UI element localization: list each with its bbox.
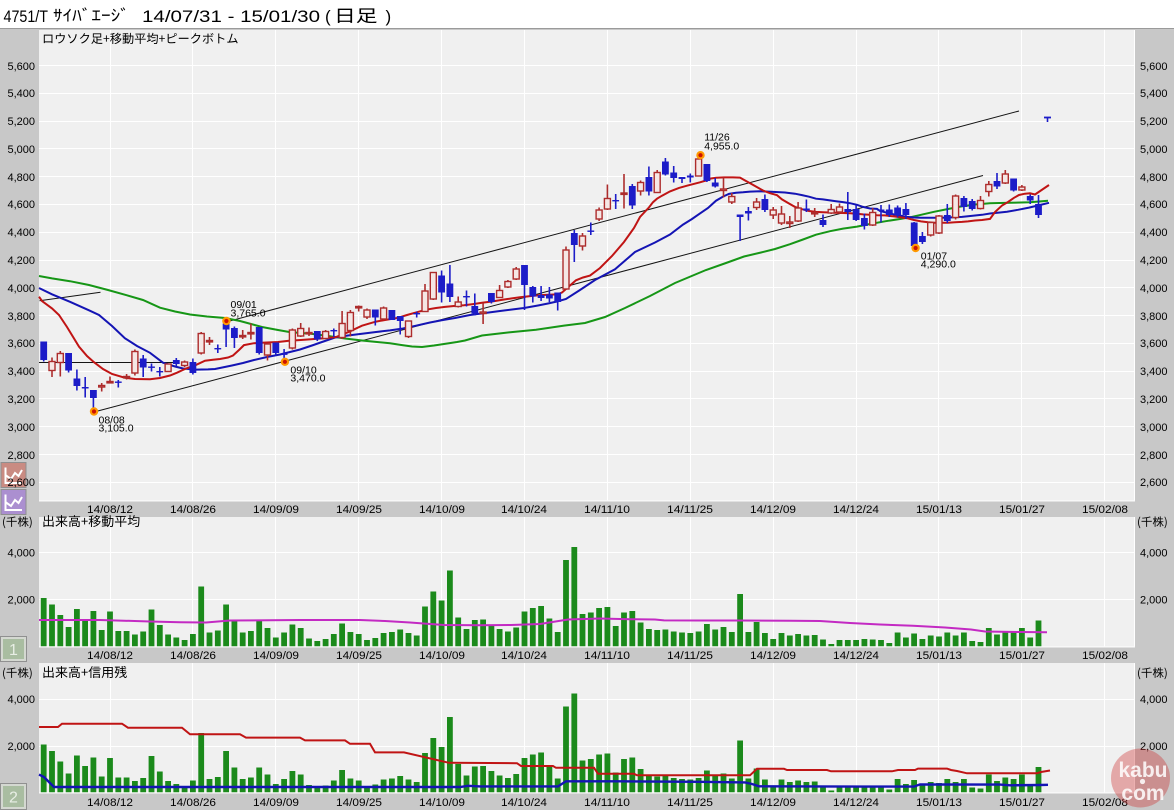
svg-text:4,600: 4,600 [1140,199,1168,211]
svg-text:com: com [1121,782,1164,805]
svg-text:5,200: 5,200 [1140,116,1168,128]
svg-text:(: ( [325,7,331,26]
svg-text:14/12/09: 14/12/09 [750,650,796,662]
svg-text:15/01/13: 15/01/13 [916,797,962,809]
svg-text:14/10/24: 14/10/24 [501,797,547,809]
svg-text:4,000: 4,000 [1140,283,1168,295]
svg-text:14/12/09: 14/12/09 [750,797,796,809]
svg-text:15/01/27: 15/01/27 [999,650,1045,662]
svg-text:15/01/27: 15/01/27 [999,504,1045,516]
svg-text:4,600: 4,600 [7,199,35,211]
svg-text:14/10/09: 14/10/09 [419,650,465,662]
svg-text:5,600: 5,600 [7,61,35,73]
svg-text:4,290.0: 4,290.0 [921,259,956,271]
svg-text:5,000: 5,000 [1140,144,1168,156]
svg-text:5,200: 5,200 [7,116,35,128]
svg-text:01/07: 01/07 [921,251,947,263]
svg-text:5,400: 5,400 [7,88,35,100]
svg-text:14/08/12: 14/08/12 [87,504,133,516]
svg-text:14/08/12: 14/08/12 [87,650,133,662]
svg-text:2,600: 2,600 [7,477,35,489]
svg-text:15/01/13: 15/01/13 [916,504,962,516]
svg-text:4,955.0: 4,955.0 [704,141,739,153]
svg-text:): ) [386,7,392,26]
svg-text:3,800: 3,800 [7,311,35,323]
svg-text:3,105.0: 3,105.0 [99,423,134,435]
svg-text:3,600: 3,600 [7,338,35,350]
svg-text:2,600: 2,600 [1140,477,1168,489]
svg-text:4,200: 4,200 [7,255,35,267]
svg-text:4,000: 4,000 [1140,694,1168,706]
svg-text:15/01/13: 15/01/13 [916,650,962,662]
svg-text:14/08/26: 14/08/26 [170,650,216,662]
svg-text:15/01/27: 15/01/27 [999,797,1045,809]
svg-text:14/09/09: 14/09/09 [253,504,299,516]
svg-text:2,800: 2,800 [1140,450,1168,462]
svg-text:14/11/10: 14/11/10 [584,504,630,516]
svg-text:4,800: 4,800 [7,172,35,184]
svg-text:15/02/08: 15/02/08 [1082,797,1128,809]
svg-text:14/11/10: 14/11/10 [584,797,630,809]
svg-text:09/01: 09/01 [231,299,257,311]
svg-text:4,000: 4,000 [7,283,35,295]
svg-text:3,000: 3,000 [1140,422,1168,434]
svg-text:5,400: 5,400 [1140,88,1168,100]
svg-text:14/08/26: 14/08/26 [170,504,216,516]
svg-text:3,470.0: 3,470.0 [290,373,325,385]
svg-text:2: 2 [9,790,18,807]
svg-text:14/11/25: 14/11/25 [667,504,713,516]
svg-text:2,000: 2,000 [7,741,35,753]
svg-text:08/08: 08/08 [99,415,125,427]
svg-text:14/09/25: 14/09/25 [336,650,382,662]
svg-text:11/26: 11/26 [704,132,730,144]
svg-text:14/12/24: 14/12/24 [833,650,879,662]
svg-text:14/10/24: 14/10/24 [501,650,547,662]
svg-text:1: 1 [9,642,18,659]
svg-text:3,400: 3,400 [7,366,35,378]
svg-text:2,000: 2,000 [7,595,35,607]
svg-text:4,000: 4,000 [7,694,35,706]
svg-text:4,800: 4,800 [1140,172,1168,184]
svg-text:14/12/24: 14/12/24 [833,504,879,516]
svg-text:3,000: 3,000 [7,422,35,434]
svg-text:14/09/09: 14/09/09 [253,650,299,662]
svg-text:5,600: 5,600 [1140,61,1168,73]
svg-text:15/02/08: 15/02/08 [1082,650,1128,662]
svg-text:14/10/09: 14/10/09 [419,504,465,516]
svg-text:14/11/25: 14/11/25 [667,650,713,662]
svg-text:2,800: 2,800 [7,450,35,462]
svg-text:5,000: 5,000 [7,144,35,156]
svg-text:09/10: 09/10 [290,365,316,377]
svg-text:14/07/31 - 15/01/30: 14/07/31 - 15/01/30 [142,7,320,26]
svg-text:4,000: 4,000 [7,548,35,560]
svg-text:14/10/24: 14/10/24 [501,504,547,516]
svg-text:3,800: 3,800 [1140,311,1168,323]
svg-text:14/09/25: 14/09/25 [336,797,382,809]
svg-text:kabu: kabu [1118,759,1167,782]
svg-text:2,000: 2,000 [1140,741,1168,753]
svg-text:4,400: 4,400 [1140,227,1168,239]
svg-text:4751/T: 4751/T [4,7,49,26]
svg-text:14/11/10: 14/11/10 [584,650,630,662]
svg-text:15/02/08: 15/02/08 [1082,504,1128,516]
svg-text:3,200: 3,200 [1140,394,1168,406]
svg-text:14/08/26: 14/08/26 [170,797,216,809]
svg-text:14/09/09: 14/09/09 [253,797,299,809]
svg-text:14/08/12: 14/08/12 [87,797,133,809]
svg-text:14/12/24: 14/12/24 [833,797,879,809]
svg-text:14/10/09: 14/10/09 [419,797,465,809]
svg-text:3,200: 3,200 [7,394,35,406]
svg-text:14/09/25: 14/09/25 [336,504,382,516]
svg-text:3,400: 3,400 [1140,366,1168,378]
svg-text:3,600: 3,600 [1140,338,1168,350]
svg-text:4,200: 4,200 [1140,255,1168,267]
svg-text:2,000: 2,000 [1140,595,1168,607]
svg-text:14/11/25: 14/11/25 [667,797,713,809]
svg-text:3,765.0: 3,765.0 [231,308,266,320]
svg-text:14/12/09: 14/12/09 [750,504,796,516]
svg-text:4,400: 4,400 [7,227,35,239]
svg-text:4,000: 4,000 [1140,548,1168,560]
